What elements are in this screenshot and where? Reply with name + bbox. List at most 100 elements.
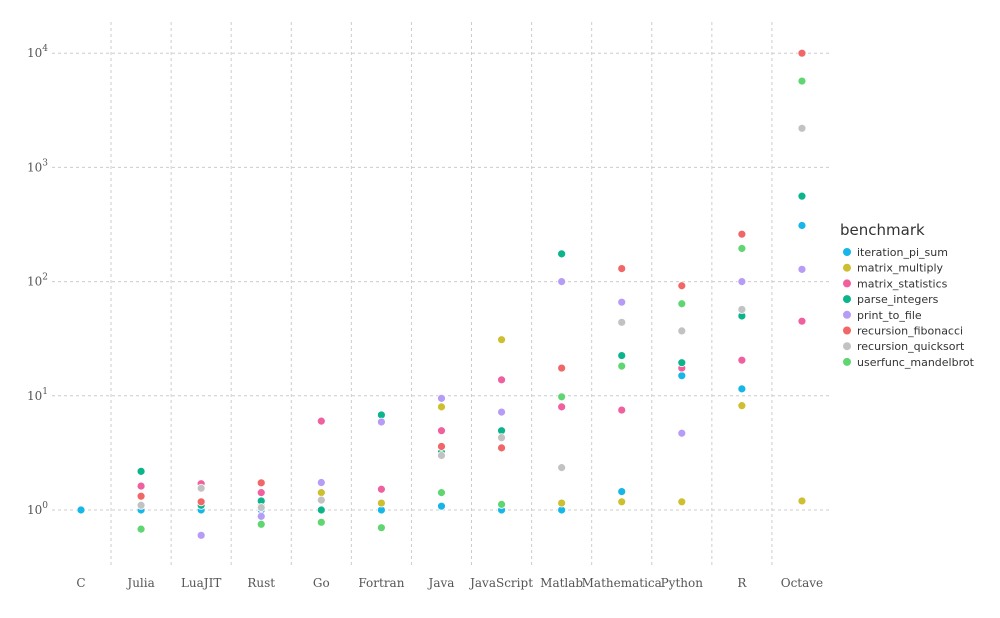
data-point-userfunc-mandelbrot	[256, 519, 266, 529]
legend-label: recursion_fibonacci	[857, 325, 963, 338]
legend-swatch	[843, 357, 851, 366]
data-point-matrix-multiply	[737, 401, 747, 411]
legend-swatch	[843, 326, 851, 335]
data-point-userfunc-mandelbrot	[437, 488, 446, 498]
x-tick-label: Octave	[781, 576, 823, 590]
x-tick-label: JavaScript	[468, 576, 533, 590]
data-point-matrix-statistics	[797, 316, 807, 326]
data-point-matrix-multiply	[316, 488, 326, 498]
legend-swatch	[843, 310, 851, 319]
legend-label: matrix_multiply	[857, 262, 944, 275]
data-point-recursion-quicksort	[737, 305, 747, 314]
x-tick-label: R	[737, 576, 747, 590]
x-tick-label: Mathematica	[582, 576, 662, 590]
legend-title: benchmark	[840, 221, 925, 239]
x-tick-label: Python	[661, 576, 704, 590]
data-point-recursion-quicksort	[617, 317, 627, 327]
data-point-userfunc-mandelbrot	[497, 499, 506, 509]
data-point-recursion-fibonacci	[256, 478, 266, 488]
y-tick-label: 100	[27, 501, 48, 517]
data-point-print-to-file	[737, 277, 747, 287]
x-tick-label: LuaJIT	[181, 576, 221, 590]
data-point-userfunc-mandelbrot	[737, 244, 747, 253]
legend-swatch	[843, 279, 851, 288]
x-tick-label: Rust	[247, 576, 275, 590]
data-point-recursion-fibonacci	[677, 281, 687, 291]
data-point-recursion-quicksort	[256, 503, 266, 512]
data-point-recursion-fibonacci	[617, 264, 627, 273]
data-point-userfunc-mandelbrot	[557, 392, 567, 402]
x-tick-label: Fortran	[358, 576, 404, 590]
data-point-matrix-statistics	[376, 484, 386, 494]
legend-label: matrix_statistics	[857, 277, 948, 290]
legend-label: parse_integers	[857, 293, 939, 306]
y-tick-label: 101	[27, 387, 48, 403]
data-point-matrix-statistics	[617, 405, 627, 415]
data-point-recursion-fibonacci	[196, 497, 206, 507]
y-tick-label: 102	[27, 273, 48, 289]
data-point-recursion-quicksort	[136, 500, 146, 510]
data-point-userfunc-mandelbrot	[376, 523, 386, 533]
data-point-print-to-file	[497, 407, 506, 417]
data-points	[76, 48, 807, 540]
data-point-userfunc-mandelbrot	[316, 517, 326, 527]
data-point-recursion-fibonacci	[557, 363, 567, 373]
data-point-recursion-quicksort	[677, 326, 687, 336]
data-point-recursion-fibonacci	[737, 229, 747, 239]
data-point-print-to-file	[677, 428, 687, 438]
y-axis-ticks: 100 101 102 103 104	[27, 44, 48, 517]
data-point-recursion-quicksort	[437, 451, 446, 460]
data-point-print-to-file	[256, 511, 266, 521]
data-point-print-to-file	[557, 277, 567, 287]
x-tick-label: Matlab	[540, 576, 583, 590]
data-point-userfunc-mandelbrot	[797, 76, 807, 86]
data-point-iteration-pi-sum	[617, 487, 627, 496]
data-point-print-to-file	[617, 297, 627, 307]
data-point-print-to-file	[196, 530, 206, 540]
data-point-userfunc-mandelbrot	[677, 299, 687, 309]
data-point-parse-integers	[557, 249, 567, 259]
data-point-matrix-multiply	[557, 498, 567, 508]
legend-swatch	[843, 263, 851, 272]
legend-label: iteration_pi_sum	[857, 246, 948, 259]
data-point-iteration-pi-sum	[437, 501, 446, 511]
data-point-recursion-fibonacci	[437, 442, 446, 451]
data-point-parse-integers	[136, 466, 146, 476]
data-point-parse-integers	[617, 351, 627, 360]
x-tick-label: C	[76, 576, 85, 590]
data-point-iteration-pi-sum	[76, 505, 86, 515]
data-point-parse-integers	[316, 505, 326, 515]
x-tick-label: Go	[313, 576, 330, 590]
data-point-parse-integers	[797, 191, 807, 201]
x-tick-label: Java	[427, 576, 455, 590]
data-point-matrix-statistics	[316, 416, 326, 426]
y-tick-label: 104	[27, 44, 48, 60]
data-point-matrix-statistics	[437, 426, 446, 436]
legend: benchmark iteration_pi_sum matrix_multipl…	[840, 221, 975, 369]
data-point-print-to-file	[437, 393, 446, 403]
data-point-recursion-fibonacci	[497, 443, 506, 453]
data-point-matrix-statistics	[136, 481, 146, 491]
data-point-recursion-quicksort	[196, 483, 206, 493]
data-point-matrix-multiply	[376, 498, 386, 508]
x-axis-ticks: C Julia LuaJIT Rust Go Fortran Java JavaScript M…	[76, 576, 823, 590]
y-tick-label: 103	[27, 158, 48, 174]
data-point-iteration-pi-sum	[677, 371, 687, 381]
data-point-userfunc-mandelbrot	[136, 524, 146, 534]
data-point-print-to-file	[316, 478, 326, 487]
legend-label: print_to_file	[857, 309, 922, 322]
x-tick-label: Julia	[125, 576, 154, 590]
data-point-matrix-statistics	[737, 355, 747, 365]
data-point-matrix-multiply	[497, 335, 506, 345]
data-point-matrix-multiply	[677, 497, 687, 507]
data-point-parse-integers	[677, 358, 687, 368]
legend-label: recursion_quicksort	[857, 340, 965, 353]
data-point-recursion-fibonacci	[136, 491, 146, 501]
data-point-userfunc-mandelbrot	[617, 361, 627, 371]
data-point-recursion-quicksort	[797, 123, 807, 133]
data-point-matrix-statistics	[497, 375, 506, 385]
data-point-matrix-multiply	[797, 496, 807, 506]
legend-swatch	[843, 248, 851, 256]
data-point-iteration-pi-sum	[737, 384, 747, 394]
data-point-recursion-quicksort	[497, 433, 506, 443]
